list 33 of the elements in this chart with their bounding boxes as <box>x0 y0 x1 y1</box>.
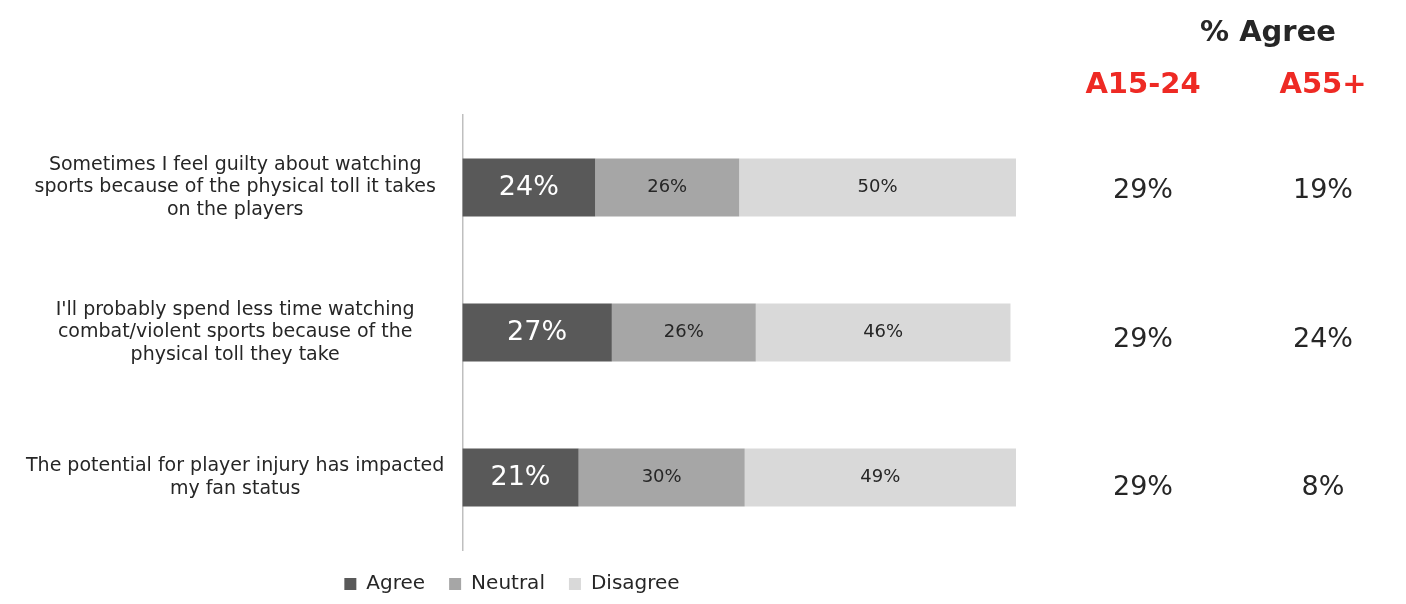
data-label: 26% <box>663 320 704 342</box>
data-label: 29% <box>1112 320 1174 355</box>
data-label: 29% <box>1112 172 1174 207</box>
data-label: 24% <box>498 169 559 201</box>
data-label: 21% <box>490 459 551 491</box>
data-label: 50% <box>857 175 898 197</box>
data-label: 27% <box>507 314 568 346</box>
data-label: 26% <box>647 175 688 197</box>
data-label: 30% <box>641 465 682 487</box>
bar <box>739 158 1016 217</box>
legend-label: Neutral <box>471 570 545 595</box>
bar <box>595 158 740 217</box>
bar <box>578 448 745 507</box>
y-tick-label: Sometimes I feel guilty about watching sports because of the physical toll it takes on the players <box>34 151 436 220</box>
x-tick-label: A15-24 <box>1084 66 1202 100</box>
data-label: 19% <box>1292 172 1354 207</box>
bar <box>744 448 1016 507</box>
bar <box>462 158 596 217</box>
bar <box>611 303 756 362</box>
data-label: 8% <box>1300 468 1346 503</box>
chart-title: % Agree <box>1199 14 1337 48</box>
bar <box>462 303 612 362</box>
legend-label: Agree <box>366 570 426 595</box>
y-tick-label: The potential for player injury has impacted my fan status <box>24 453 445 498</box>
x-tick-label: A55+ <box>1278 66 1368 100</box>
y-tick-label: I'll probably spend less time watching combat/violent sports because of the physical toll they take <box>55 296 415 365</box>
bar <box>755 303 1011 362</box>
data-label: 29% <box>1112 468 1174 503</box>
data-label: 24% <box>1292 320 1354 355</box>
data-label: 49% <box>860 465 901 487</box>
bar <box>462 448 579 507</box>
legend-label: Disagree <box>590 570 680 595</box>
data-label: 46% <box>863 320 904 342</box>
